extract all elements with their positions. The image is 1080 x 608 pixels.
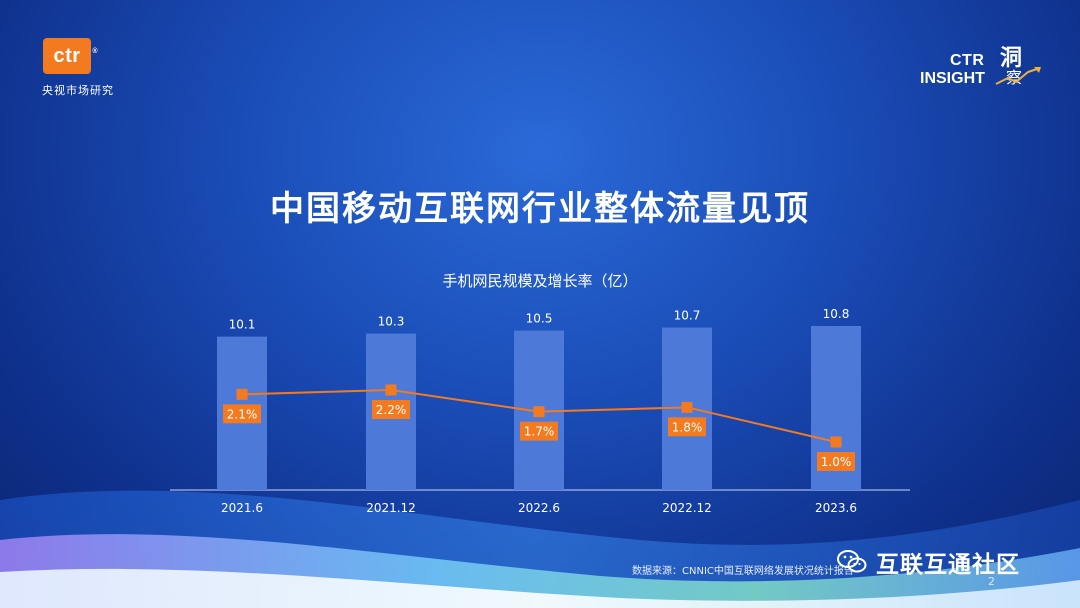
line-value-label: 1.7% <box>524 425 555 439</box>
line-layer <box>223 384 855 471</box>
insight-line-1: CTR <box>950 52 985 69</box>
slide-title: 中国移动互联网行业整体流量见顶 <box>270 189 810 229</box>
bar-value-label: 10.7 <box>674 309 701 323</box>
x-tick-label: 2021.12 <box>366 501 416 515</box>
data-source: 数据来源：CNNIC中国互联网络发展状况统计报告 <box>632 566 854 577</box>
bar-value-label: 10.8 <box>823 307 850 321</box>
ctr-insight-logo: 洞 察 CTR INSIGHT <box>920 40 1050 95</box>
wechat-label: 互联互通社区 <box>876 552 1020 578</box>
line-point <box>830 436 842 448</box>
line-point <box>533 406 545 418</box>
line-point <box>385 384 397 396</box>
line-value-label: 2.1% <box>227 407 258 421</box>
insight-line-2: INSIGHT <box>920 70 985 87</box>
registered-mark: ® <box>92 48 98 55</box>
logo-text: ctr <box>53 45 81 67</box>
chart-title: 手机网民规模及增长率（亿） <box>442 272 638 290</box>
line-point <box>236 388 248 400</box>
x-tick-label: 2022.6 <box>518 501 560 515</box>
wechat-icon <box>837 550 867 573</box>
bar-value-label: 10.1 <box>229 318 256 332</box>
x-tick-label: 2022.12 <box>662 501 712 515</box>
ctr-logo: ctr ® <box>43 38 98 74</box>
line-label-box <box>372 400 410 419</box>
line-point <box>681 401 693 413</box>
bar-value-label: 10.5 <box>526 312 553 326</box>
insight-cn-2: 察 <box>1006 68 1023 87</box>
swoosh-icon <box>995 67 1041 85</box>
logo-subtitle: 央视市场研究 <box>42 84 114 97</box>
line-label-box <box>223 404 261 424</box>
line-value-label: 1.0% <box>821 455 852 469</box>
line-label-box <box>668 417 706 437</box>
line-label-box <box>520 421 558 441</box>
x-tick-label: 2023.6 <box>815 501 857 515</box>
page-number: 2 <box>988 575 995 588</box>
bar-value-label: 10.3 <box>378 315 405 329</box>
wechat-watermark: 互联互通社区 <box>836 545 1020 579</box>
line-value-label: 1.8% <box>672 420 703 434</box>
line-value-label: 2.2% <box>376 403 407 417</box>
insight-cn-1: 洞 <box>1000 46 1023 71</box>
x-tick-label: 2021.6 <box>221 501 263 515</box>
labels-layer: 10.1 2021.6 10.3 2021.12 10.5 2022.6 10.7 2022.… <box>221 307 857 515</box>
line-label-box <box>817 452 855 471</box>
